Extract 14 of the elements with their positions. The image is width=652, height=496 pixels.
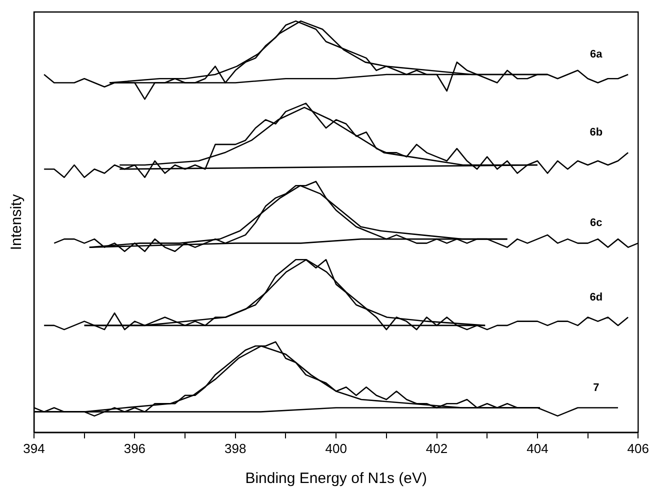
x-axis-title: Binding Energy of N1s (eV): [245, 470, 427, 488]
y-axis-title: Intensity: [8, 194, 26, 250]
x-tick-label: 406: [627, 440, 650, 456]
annotation: 6a: [590, 48, 604, 61]
x-tick-label: 398: [224, 440, 246, 456]
x-tick-label: 404: [526, 440, 548, 456]
x-tick-label: 402: [426, 440, 448, 456]
annotation: 6d: [590, 291, 603, 304]
annotation: 6c: [590, 217, 602, 230]
x-tick-label: 394: [23, 440, 45, 456]
annotation: 7: [593, 382, 600, 394]
x-tick-label: 400: [325, 440, 347, 456]
x-tick-label: 396: [124, 440, 146, 456]
annotation: 6b: [590, 126, 603, 139]
